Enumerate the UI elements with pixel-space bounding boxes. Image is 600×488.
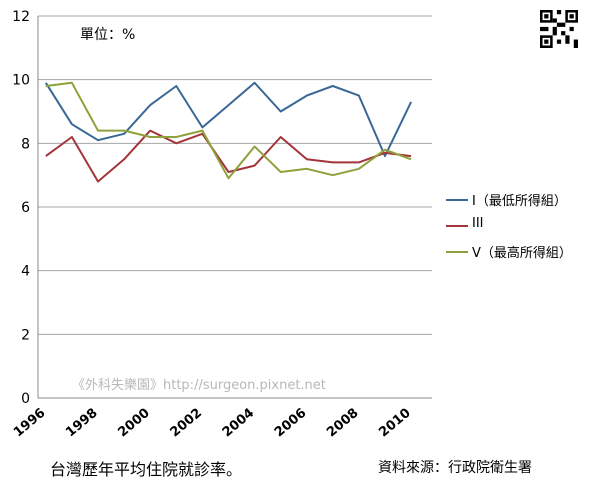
x-tick-label: 1996 <box>11 406 48 441</box>
legend-swatch-series-3 <box>446 251 468 253</box>
y-tick-label: 6 <box>21 200 30 216</box>
series-lines <box>44 81 413 183</box>
legend-label-series-2: III <box>472 216 484 231</box>
x-axis-ticks: 1996 1998 2000 2002 2004 2006 2008 2010 <box>11 406 414 441</box>
watermark-text: 《外科失樂園》http://surgeon.pixnet.net <box>72 378 326 393</box>
series-line-3 <box>45 81 412 180</box>
y-axis-ticks: 0 2 4 6 8 10 12 <box>12 9 30 407</box>
y-tick-label: 2 <box>21 327 30 343</box>
legend-swatch-series-2 <box>446 225 468 227</box>
data-source: 資料來源：行政院衛生署 <box>378 460 532 476</box>
x-tick-label: 2000 <box>115 406 152 441</box>
x-tick-label: 2004 <box>220 406 257 441</box>
unit-label: 單位：% <box>80 27 136 43</box>
y-tick-label: 0 <box>21 391 30 407</box>
legend-swatch-series-1 <box>446 199 468 201</box>
y-tick-label: 8 <box>21 136 30 152</box>
y-tick-label: 4 <box>21 264 30 280</box>
x-tick-label: 2006 <box>272 406 309 441</box>
y-tick-label: 10 <box>12 73 30 89</box>
x-tick-label: 2008 <box>324 406 361 441</box>
x-tick-label: 2002 <box>168 406 205 441</box>
y-tick-label: 12 <box>12 9 30 25</box>
qr-code-icon <box>540 10 578 48</box>
series-line-2 <box>45 129 412 183</box>
x-tick-label: 2010 <box>376 406 413 441</box>
legend-label-series-3: V（最高所得組） <box>472 246 572 261</box>
x-tick-label: 1998 <box>63 406 100 441</box>
gridlines <box>37 15 432 399</box>
series-line-1 <box>44 81 413 158</box>
chart-caption: 台灣歷年平均住院就診率。 <box>50 460 243 479</box>
legend-label-series-1: I（最低所得組） <box>472 194 567 209</box>
